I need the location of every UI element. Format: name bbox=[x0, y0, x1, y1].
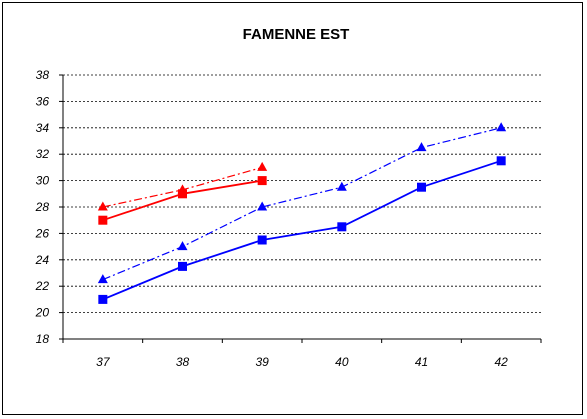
y-tick-label-22: 22 bbox=[35, 279, 50, 293]
series-3-point-37 bbox=[97, 274, 108, 284]
series-1-point-38 bbox=[177, 184, 188, 194]
series-layer bbox=[97, 122, 507, 304]
series-2-point-40 bbox=[337, 222, 347, 232]
series-2-point-39 bbox=[257, 235, 267, 245]
series-3-point-41 bbox=[416, 142, 427, 152]
series-2-point-37 bbox=[98, 294, 108, 304]
series-2-line bbox=[102, 159, 502, 301]
grid-lines bbox=[63, 74, 541, 314]
x-tick-label-41: 41 bbox=[415, 355, 428, 369]
series-2-point-41 bbox=[417, 182, 426, 192]
y-tick-label-24: 24 bbox=[35, 253, 50, 267]
series-2-point-38 bbox=[178, 261, 187, 271]
series-2-point-42 bbox=[496, 156, 506, 166]
series-3-point-42 bbox=[496, 122, 507, 132]
y-tick-label-30: 30 bbox=[36, 174, 50, 188]
x-tick-label-40: 40 bbox=[335, 355, 349, 369]
series-0-point-38 bbox=[178, 189, 187, 199]
chart-frame: FAMENNE EST 18 20 22 24 26 28 30 32 34 36 38 37 38 3… bbox=[2, 2, 583, 415]
y-tick-label-20: 20 bbox=[35, 306, 50, 320]
x-tick-label-42: 42 bbox=[494, 355, 508, 369]
y-tick-label-36: 36 bbox=[36, 94, 50, 108]
axes bbox=[59, 74, 542, 343]
series-0-point-39 bbox=[257, 176, 267, 186]
x-axis-tick-labels: 37 38 39 40 41 42 bbox=[96, 355, 508, 369]
chart-title: FAMENNE EST bbox=[243, 26, 350, 43]
series-1-point-37 bbox=[97, 201, 108, 211]
y-axis-tick-labels: 18 20 22 24 26 28 30 32 34 36 38 bbox=[35, 68, 50, 346]
series-3-point-40 bbox=[336, 181, 347, 191]
series-1-point-39 bbox=[257, 161, 268, 171]
series-3-point-39 bbox=[257, 201, 268, 211]
y-tick-label-38: 38 bbox=[36, 68, 50, 82]
x-tick-label-38: 38 bbox=[176, 355, 190, 369]
y-tick-label-26: 26 bbox=[35, 226, 50, 240]
series-1 bbox=[97, 161, 268, 211]
series-0 bbox=[98, 176, 267, 225]
y-tick-label-18: 18 bbox=[36, 332, 50, 346]
y-tick-label-28: 28 bbox=[35, 200, 50, 214]
series-3-point-38 bbox=[177, 241, 188, 251]
x-tick-label-39: 39 bbox=[255, 355, 269, 369]
x-tick-label-37: 37 bbox=[96, 355, 111, 369]
y-tick-label-34: 34 bbox=[36, 121, 50, 135]
series-3 bbox=[97, 122, 507, 284]
series-0-point-37 bbox=[98, 215, 108, 225]
series-3-line bbox=[102, 127, 502, 281]
series-2 bbox=[98, 156, 506, 304]
y-tick-label-32: 32 bbox=[36, 147, 50, 161]
